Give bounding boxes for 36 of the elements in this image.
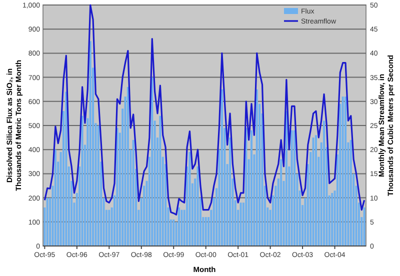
- bar: [132, 140, 134, 246]
- bar: [240, 202, 242, 246]
- bar: [323, 120, 326, 246]
- bar: [178, 207, 180, 246]
- bar: [229, 138, 232, 246]
- bar: [250, 130, 253, 246]
- bar: [65, 92, 68, 246]
- bar: [204, 217, 207, 246]
- bar: [256, 89, 258, 246]
- bar: [46, 198, 48, 246]
- bar: [180, 210, 183, 246]
- bar: [172, 219, 175, 246]
- bar: [285, 111, 288, 246]
- bar: [89, 41, 92, 246]
- bar: [342, 96, 344, 246]
- bar: [290, 130, 293, 246]
- bar: [331, 192, 334, 246]
- bar: [151, 77, 154, 246]
- bar: [108, 210, 110, 246]
- bar: [350, 140, 352, 246]
- bar: [116, 128, 118, 246]
- bar: [344, 96, 347, 246]
- bar: [220, 89, 223, 246]
- bar: [97, 126, 100, 246]
- bar: [293, 130, 296, 246]
- bar: [363, 207, 366, 246]
- bar: [126, 86, 129, 246]
- line-series: [44, 4, 366, 216]
- bar: [280, 159, 282, 246]
- bar: [81, 116, 84, 246]
- bar: [188, 152, 191, 246]
- bar: [159, 116, 162, 246]
- bar: [54, 150, 56, 246]
- bar: [314, 135, 317, 246]
- bar: [312, 138, 314, 246]
- bar: [196, 166, 199, 246]
